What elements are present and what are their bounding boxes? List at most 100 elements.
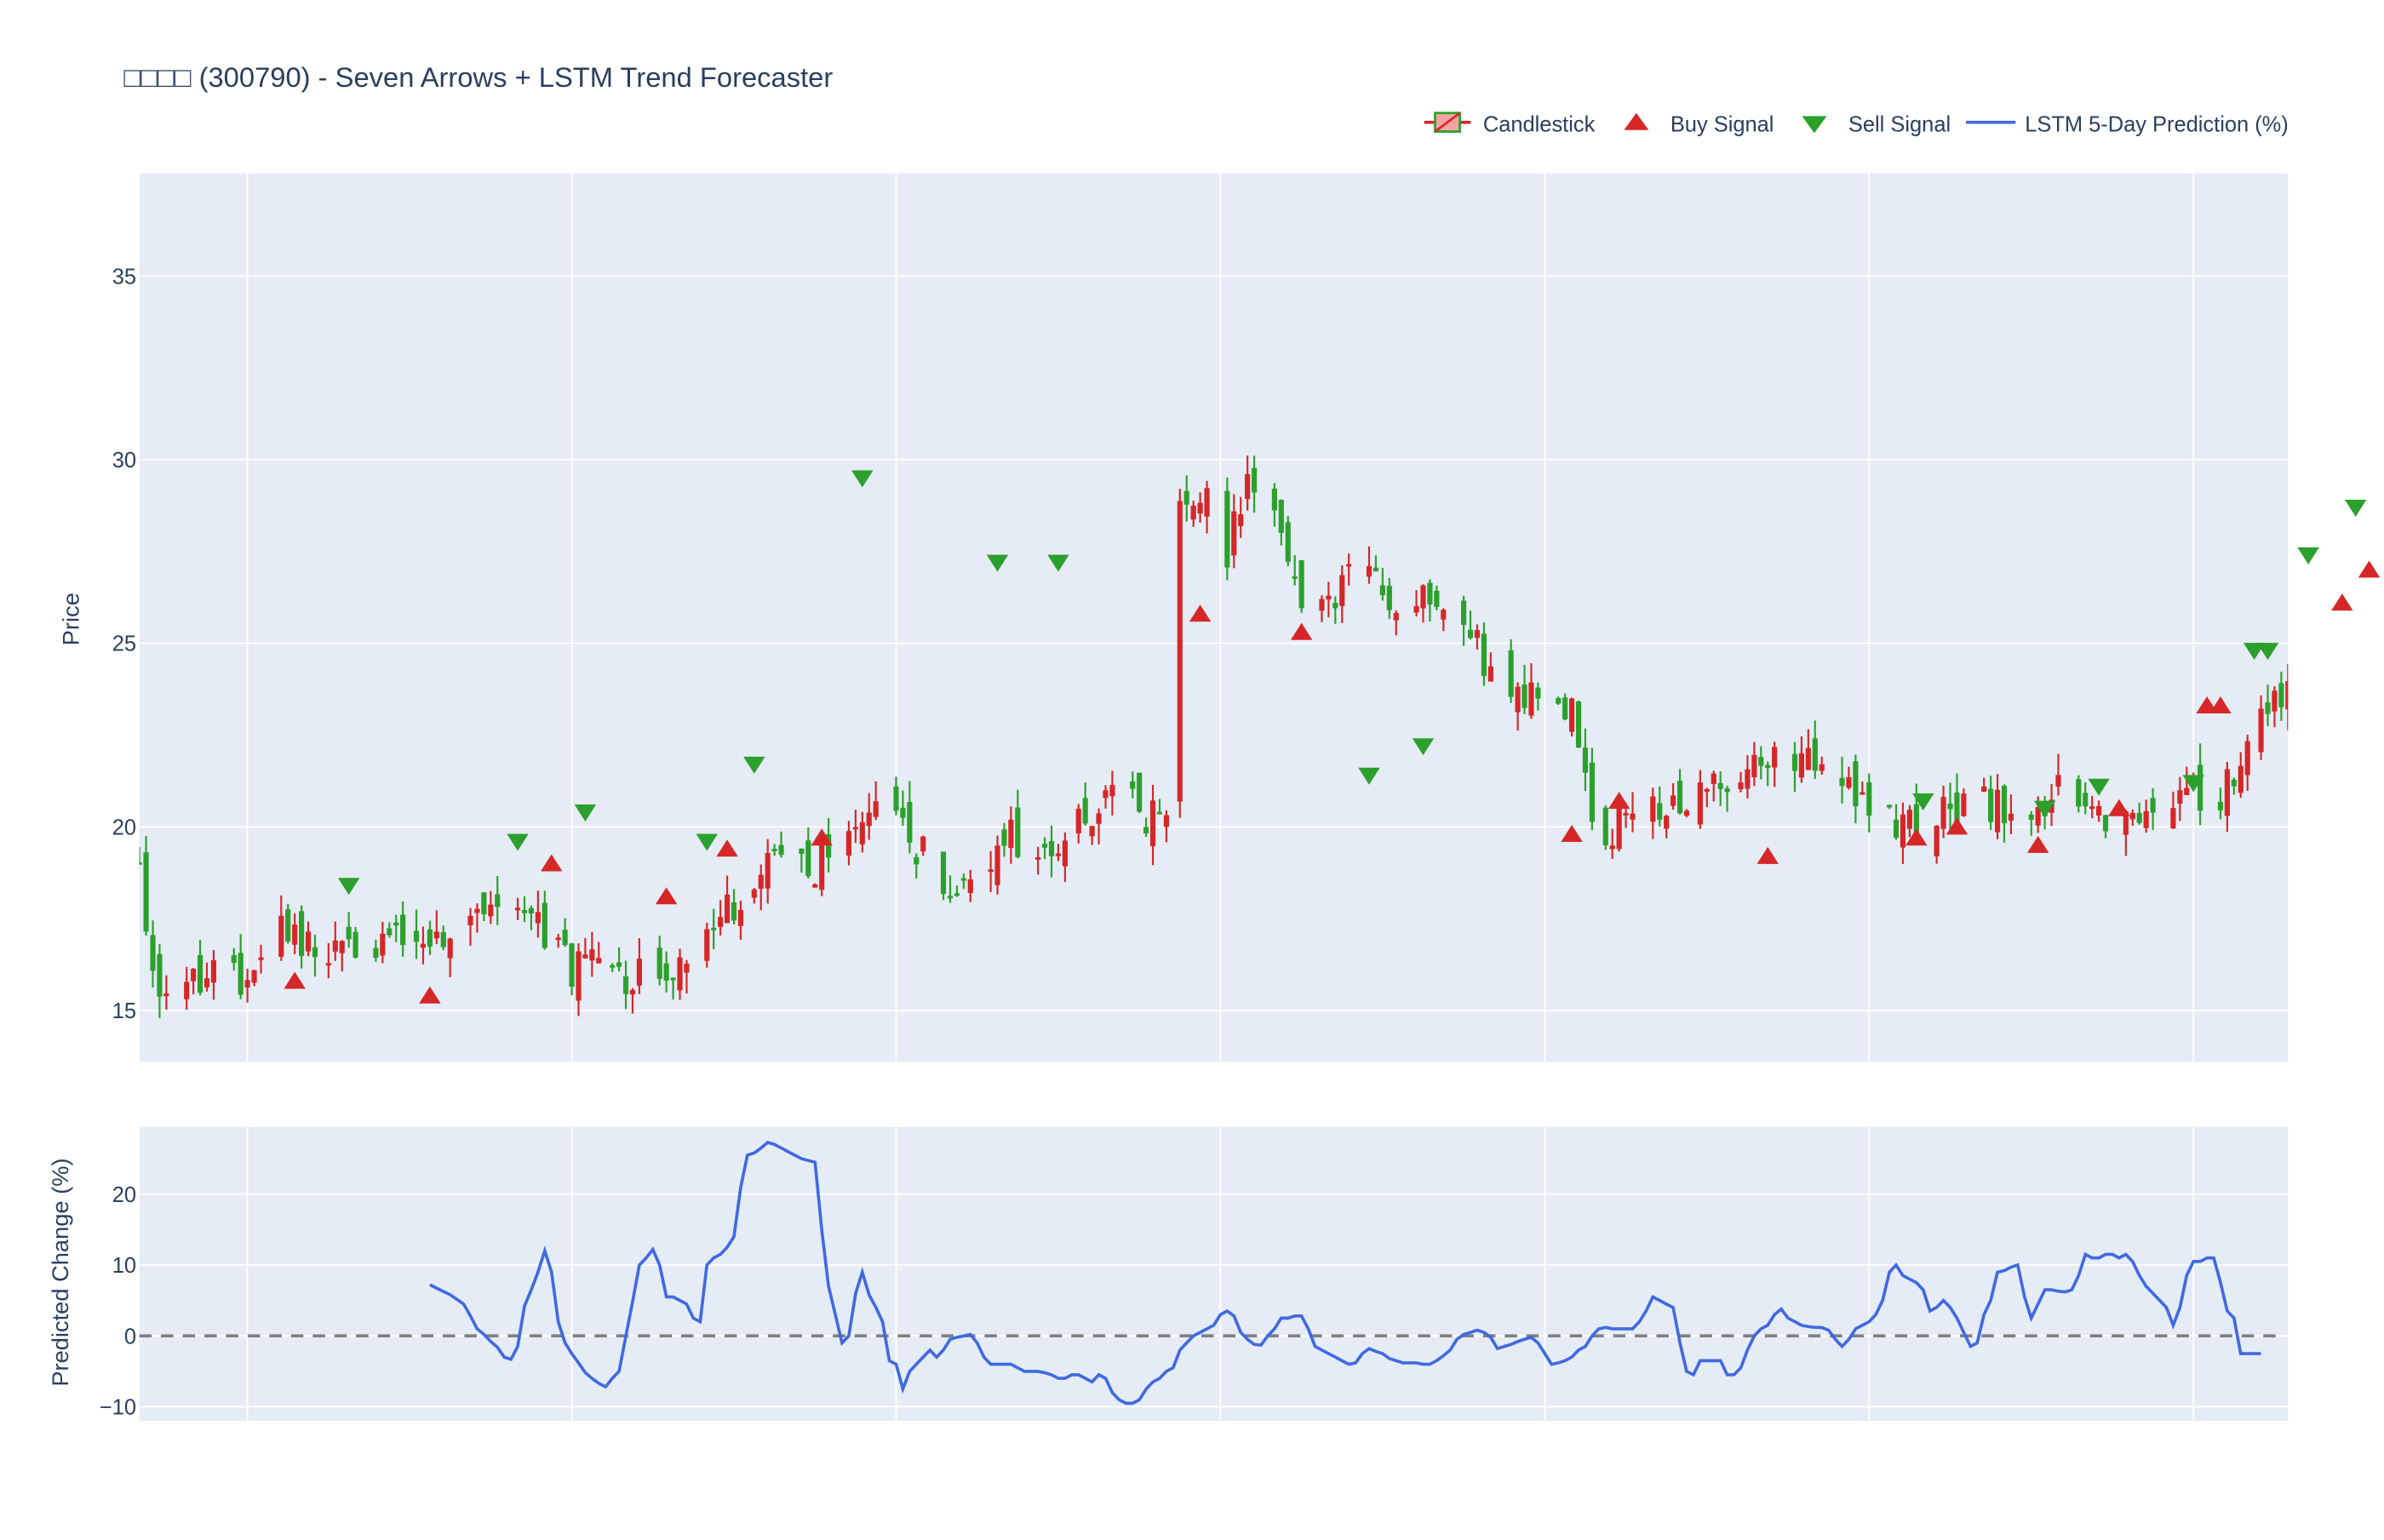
candle-body	[2001, 785, 2008, 823]
candle-body	[1575, 701, 1582, 747]
candle-body	[1373, 567, 1379, 572]
candle-body	[2278, 683, 2284, 707]
candle-body	[157, 953, 163, 997]
candle-body	[845, 831, 852, 856]
candle-body	[2333, 614, 2337, 658]
candle-body	[1434, 590, 1440, 608]
candle-body	[1589, 762, 1595, 822]
candle-body	[2319, 660, 2324, 661]
candle-body	[1515, 686, 1521, 713]
candle-body	[1711, 773, 1716, 784]
candle-body	[1866, 781, 1872, 816]
prediction-panel: −10 0 10 20	[100, 1126, 2289, 1422]
sell-signal-marker	[2297, 547, 2319, 565]
candle-body	[1568, 698, 1575, 732]
candle-body	[805, 840, 811, 877]
candle-body	[1109, 785, 1115, 797]
candle-body	[258, 957, 264, 960]
candle-body	[2238, 765, 2244, 793]
candle-body	[731, 902, 737, 921]
candle-body	[812, 884, 818, 888]
legend-item-lstm-prediction[interactable]: LSTM 5-Day Prediction (%)	[1966, 113, 2289, 137]
candle-body	[373, 947, 379, 958]
candle-body	[352, 931, 358, 958]
candle-body	[1386, 586, 1392, 610]
candle-body	[440, 931, 446, 947]
candle-body	[1224, 490, 1230, 568]
candle-body	[1988, 788, 1994, 822]
candle-body	[947, 896, 954, 899]
sell-signal-marker	[574, 804, 597, 822]
candle-body	[610, 965, 616, 968]
candle-body	[1961, 793, 1967, 816]
candle-body	[1582, 747, 1589, 773]
candle-body	[1379, 585, 1385, 595]
candle-body	[1900, 814, 1906, 848]
candle-body	[203, 978, 210, 988]
candle-body	[920, 836, 926, 852]
candle-body	[1765, 764, 1771, 769]
candle-body	[1339, 575, 1345, 606]
candle-body	[2367, 601, 2371, 610]
candle-body	[1393, 613, 1399, 621]
candle-body	[1467, 629, 1474, 638]
candle-body	[1137, 772, 1143, 812]
candle-body	[718, 917, 724, 927]
candle-body	[2177, 790, 2183, 804]
candle-body	[1197, 502, 1203, 514]
sell-signal-marker	[2033, 800, 2056, 818]
candle-body	[940, 851, 947, 895]
sell-signal-marker	[1912, 793, 1934, 811]
candle-body	[535, 912, 541, 924]
candle-body	[2285, 681, 2289, 710]
candle-body	[400, 914, 406, 946]
sell-signal-marker	[1047, 554, 1069, 572]
candle-body	[1528, 682, 1534, 716]
price-axis-label: Price	[58, 593, 84, 645]
buy-signal-marker	[1946, 817, 1969, 835]
candle-body	[488, 904, 494, 917]
candle-body	[1238, 514, 1244, 526]
candle-body	[433, 931, 439, 939]
candle-body	[2244, 741, 2250, 776]
candle-body	[2095, 805, 2102, 816]
legend-item-sell-signal[interactable]: Sell Signal	[1802, 113, 1951, 137]
candle-body	[2265, 702, 2271, 714]
candle-body	[1149, 800, 1156, 846]
candle-body	[1683, 810, 1690, 816]
candle-body	[1893, 819, 1900, 839]
candle-body	[1664, 816, 1670, 829]
candle-body	[670, 977, 676, 981]
candle-body	[1947, 803, 1953, 810]
candle-body	[1609, 845, 1615, 850]
candle-body	[1602, 807, 1608, 845]
sell-signal-marker	[1412, 738, 1435, 756]
sell-signal-marker	[2088, 778, 2110, 796]
candle-body	[1751, 754, 1757, 777]
candle-body	[1089, 826, 1095, 837]
lstm-prediction-line	[429, 1140, 2261, 1405]
legend-item-candlestick[interactable]: Candlestick	[1424, 112, 1596, 137]
candle-body	[2312, 648, 2317, 654]
candle-body	[663, 963, 669, 981]
candle-body	[1704, 788, 1710, 792]
candle-body	[163, 993, 169, 997]
candle-body	[2136, 812, 2142, 823]
y-tick-label: 20	[112, 816, 136, 839]
legend-label-sell-signal: Sell Signal	[1848, 113, 1951, 137]
candle-body	[967, 879, 973, 894]
candle-body	[1805, 747, 1811, 770]
candle-body	[2224, 769, 2230, 816]
candle-body	[1292, 576, 1298, 579]
candle-body	[1671, 795, 1676, 806]
candle-body	[900, 807, 906, 818]
candle-body	[238, 953, 244, 995]
candle-body	[737, 909, 744, 926]
candle-body	[2326, 650, 2330, 655]
candle-body	[799, 848, 805, 854]
legend-item-buy-signal[interactable]: Buy Signal	[1624, 113, 1774, 137]
legend: Candlestick Buy Signal Sell Signal LSTM …	[1424, 112, 2289, 137]
candle-body	[1616, 805, 1622, 850]
candle-body	[1041, 844, 1048, 848]
